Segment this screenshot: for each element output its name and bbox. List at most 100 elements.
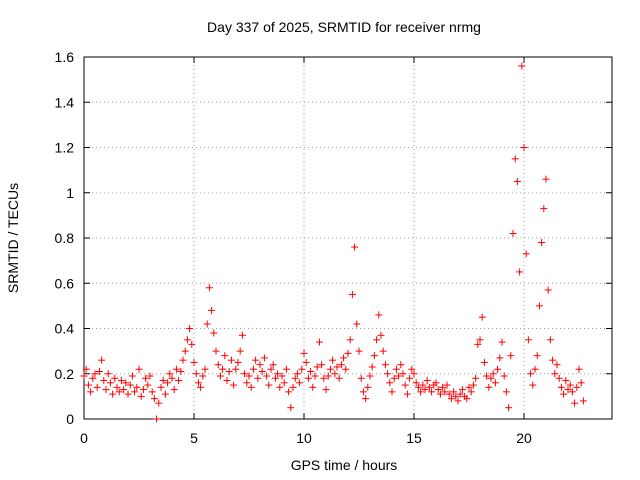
data-point <box>161 390 169 398</box>
y-tick-label: 0.8 <box>55 230 75 246</box>
data-point <box>322 386 330 394</box>
data-point <box>91 370 99 378</box>
data-point <box>80 372 88 380</box>
data-point <box>566 381 574 389</box>
data-point <box>139 386 147 394</box>
y-tick-label: 0.2 <box>55 366 75 382</box>
data-point <box>443 381 451 389</box>
data-point <box>135 365 143 373</box>
data-point <box>111 374 119 382</box>
data-point <box>214 361 222 369</box>
data-point <box>445 390 453 398</box>
data-point <box>254 374 262 382</box>
y-tick-label: 1.4 <box>55 94 75 110</box>
data-point <box>293 370 301 378</box>
data-point <box>331 370 339 378</box>
data-point <box>260 354 268 362</box>
data-point <box>203 320 211 328</box>
data-point <box>487 374 495 382</box>
data-point <box>296 379 304 387</box>
data-point <box>183 336 191 344</box>
data-point <box>498 338 506 346</box>
data-point <box>436 390 444 398</box>
data-point <box>247 383 255 391</box>
data-point <box>150 395 158 403</box>
data-point <box>133 383 141 391</box>
data-point <box>208 306 216 314</box>
data-point <box>225 367 233 375</box>
data-point <box>166 370 174 378</box>
data-point <box>236 347 244 355</box>
data-point <box>124 390 132 398</box>
x-tick-label: 5 <box>190 430 198 446</box>
data-point <box>219 365 227 373</box>
data-point <box>359 388 367 396</box>
data-point <box>348 291 356 299</box>
data-point <box>538 239 546 247</box>
data-point <box>146 372 154 380</box>
data-point <box>333 363 341 371</box>
data-point <box>223 377 231 385</box>
data-point <box>375 311 383 319</box>
data-point <box>131 388 139 396</box>
data-point <box>478 313 486 321</box>
data-point <box>137 392 145 400</box>
data-point <box>463 395 471 403</box>
data-point <box>258 367 266 375</box>
y-tick-label: 0 <box>66 411 74 427</box>
data-point <box>177 367 185 375</box>
data-point <box>170 386 178 394</box>
data-point <box>164 379 172 387</box>
data-point <box>329 356 337 364</box>
data-point <box>186 325 194 332</box>
data-point <box>311 372 319 380</box>
data-point <box>483 372 491 380</box>
data-point <box>551 370 559 378</box>
y-tick-label: 1 <box>66 185 74 201</box>
data-point <box>89 374 97 382</box>
data-point <box>562 377 570 385</box>
data-point <box>454 397 462 405</box>
data-point <box>540 205 548 213</box>
data-point <box>221 352 229 360</box>
data-point <box>364 383 372 391</box>
data-point <box>337 361 345 369</box>
x-tick-label: 10 <box>296 430 312 446</box>
y-axis-label: SRMTID / TECUs <box>5 183 21 293</box>
data-point <box>489 370 497 378</box>
tick-layer: 0 0.2 0.4 0.6 0.8 1 1.2 1.4 1.6 0 5 10 15 20 <box>55 49 612 446</box>
data-point <box>144 381 152 389</box>
data-point <box>428 388 436 396</box>
y-tick-label: 0.4 <box>55 321 75 337</box>
data-point <box>496 354 504 362</box>
data-point <box>289 383 297 391</box>
data-point <box>340 354 348 362</box>
data-point <box>153 415 161 423</box>
data-point <box>342 365 350 373</box>
data-point <box>271 374 279 382</box>
data-point <box>531 365 539 373</box>
data-point <box>568 388 576 396</box>
data-point <box>320 374 328 382</box>
data-point <box>423 377 431 385</box>
data-point <box>529 381 537 389</box>
data-point <box>278 372 286 380</box>
data-point <box>98 356 106 364</box>
data-point <box>175 377 183 385</box>
data-point <box>465 383 473 391</box>
data-point <box>522 250 530 258</box>
data-point <box>179 356 187 364</box>
data-point <box>421 386 429 394</box>
data-point <box>555 374 563 382</box>
data-point <box>516 268 524 276</box>
data-point <box>362 395 370 403</box>
data-point <box>194 379 202 387</box>
data-point <box>256 361 264 369</box>
data-point <box>298 365 306 373</box>
data-point <box>480 358 488 366</box>
data-point <box>491 379 499 387</box>
data-point <box>287 404 295 412</box>
data-point <box>344 349 352 357</box>
data-point <box>181 347 189 355</box>
